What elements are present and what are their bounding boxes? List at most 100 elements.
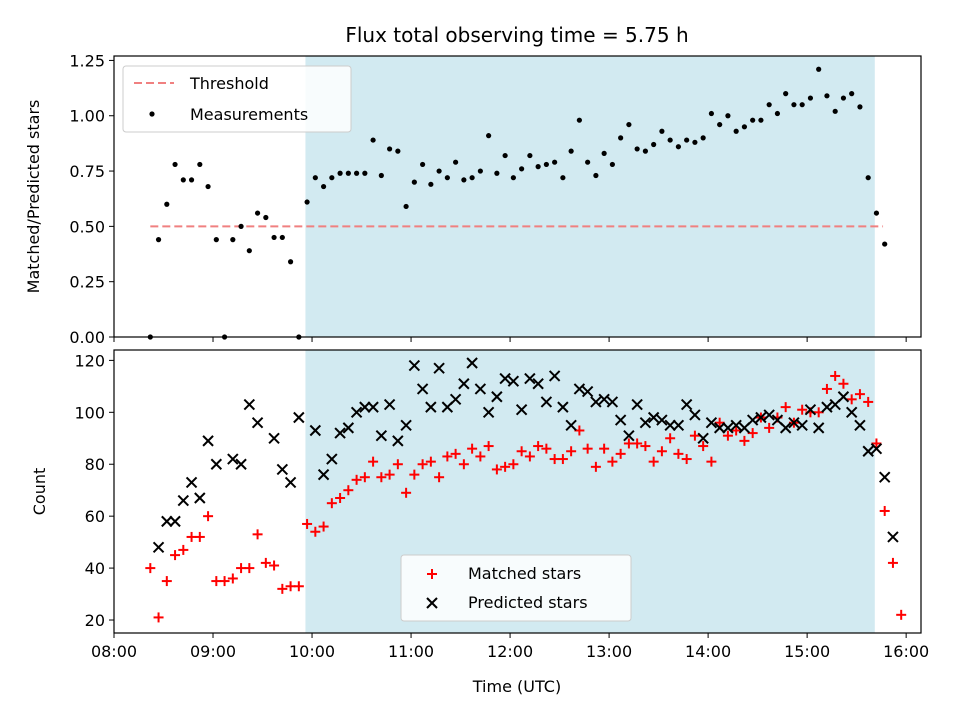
measurement-point xyxy=(180,177,186,183)
predicted-star-point xyxy=(161,515,173,528)
measurement-point xyxy=(362,170,368,176)
predicted-star-point-b xyxy=(722,422,734,434)
predicted-star-point xyxy=(317,468,330,481)
predicted-star-point xyxy=(796,419,808,432)
predicted-star-point-b xyxy=(210,458,223,470)
matched-star-point xyxy=(541,443,552,454)
predicted-star-point xyxy=(515,404,528,416)
matched-star-point xyxy=(566,446,577,457)
predicted-star-point-b xyxy=(763,409,775,421)
predicted-star-point xyxy=(631,398,643,411)
y-tick-label: 20 xyxy=(85,611,105,630)
predicted-star-point-b xyxy=(326,453,338,465)
predicted-star-point-b xyxy=(672,419,685,432)
predicted-star-point xyxy=(342,422,355,434)
matched-star-point xyxy=(277,583,288,594)
predicted-star-point-b xyxy=(243,398,256,411)
predicted-star-point-b xyxy=(548,370,561,382)
predicted-star-point xyxy=(284,476,297,489)
matched-star-point xyxy=(318,521,329,532)
predicted-star-point-b xyxy=(342,422,355,434)
measurement-point xyxy=(535,164,541,170)
predicted-star-point-b xyxy=(639,416,652,429)
predicted-star-point xyxy=(532,378,544,390)
legend-threshold-label: Threshold xyxy=(189,74,269,93)
measurement-point xyxy=(667,137,673,143)
predicted-star-point-b xyxy=(499,372,511,385)
measurement-point xyxy=(733,128,739,134)
predicted-star-point-b xyxy=(837,391,850,403)
matched-star-point xyxy=(450,448,461,459)
predicted-star-point-b xyxy=(425,401,437,413)
measurement-point xyxy=(353,170,360,176)
matched-star-point xyxy=(830,370,841,381)
measurement-point xyxy=(486,133,492,139)
measurement-point xyxy=(601,150,607,156)
predicted-star-point xyxy=(367,401,379,413)
axes-frame xyxy=(113,55,922,338)
predicted-star-point xyxy=(656,414,668,426)
matched-star-point xyxy=(599,443,610,454)
measurement-point xyxy=(857,104,863,110)
matched-star-point xyxy=(590,461,601,472)
predicted-star-point-b xyxy=(276,463,289,476)
predicted-star-point-b xyxy=(771,414,784,426)
matched-star-point xyxy=(821,383,832,394)
predicted-star-point-b xyxy=(515,404,528,416)
matched-star-point xyxy=(640,441,651,452)
matched-star-point xyxy=(615,448,626,459)
measurement-point xyxy=(568,148,574,154)
measurement-point xyxy=(254,210,261,216)
predicted-star-point xyxy=(672,419,685,432)
legend-predicted-label: Predicted stars xyxy=(468,593,588,612)
x-tick-label: 14:00 xyxy=(685,642,731,661)
measurement-point xyxy=(783,91,789,97)
measurement-point xyxy=(758,117,764,123)
measurement-point xyxy=(593,172,599,179)
predicted-star-point-b xyxy=(821,401,833,413)
predicted-star-point xyxy=(524,372,536,385)
predicted-star-point-b xyxy=(565,419,577,432)
predicted-star-point xyxy=(499,372,511,385)
predicted-star-point-b xyxy=(334,427,346,439)
predicted-star-point-b xyxy=(491,391,503,403)
predicted-star-point-b xyxy=(375,429,388,442)
y-tick-label: 1.25 xyxy=(69,51,105,70)
matched-star-point xyxy=(326,498,337,509)
matched-star-point xyxy=(368,456,379,467)
predicted-star-point xyxy=(647,411,660,424)
predicted-star-point xyxy=(449,393,462,406)
y-tick-label: 1.00 xyxy=(69,107,105,126)
predicted-star-point-b xyxy=(482,406,495,419)
matched-star-point xyxy=(838,378,849,389)
predicted-star-point-b xyxy=(367,401,379,413)
predicted-star-point xyxy=(755,411,767,424)
observing-window-region xyxy=(305,56,875,337)
measurement-point xyxy=(543,161,549,168)
predicted-star-point xyxy=(359,401,371,413)
predicted-star-point-b xyxy=(598,393,610,406)
matched-star-point xyxy=(434,472,445,483)
predicted-star-point-b xyxy=(540,396,553,408)
measurement-point xyxy=(387,146,393,152)
predicted-star-point-b xyxy=(449,393,462,406)
matched-star-point xyxy=(343,485,354,496)
measurement-point xyxy=(750,117,756,123)
matched-star-point xyxy=(244,563,255,574)
predicted-star-point xyxy=(862,445,874,457)
predicted-star-point-b xyxy=(383,398,396,411)
measurement-point xyxy=(576,117,582,123)
measurement-point xyxy=(197,161,203,168)
measurement-point xyxy=(882,241,888,247)
measurement-point xyxy=(320,183,327,190)
legend-box xyxy=(122,65,352,133)
predicted-star-point xyxy=(268,432,280,444)
predicted-star-point-b xyxy=(614,414,627,426)
predicted-star-point-b xyxy=(557,401,569,413)
predicted-star-point xyxy=(606,396,619,408)
matched-star-point xyxy=(524,451,535,462)
matched-star-point xyxy=(557,454,568,465)
measurement-point xyxy=(832,108,838,114)
measurement-point xyxy=(271,234,277,241)
matched-star-point xyxy=(582,443,593,454)
